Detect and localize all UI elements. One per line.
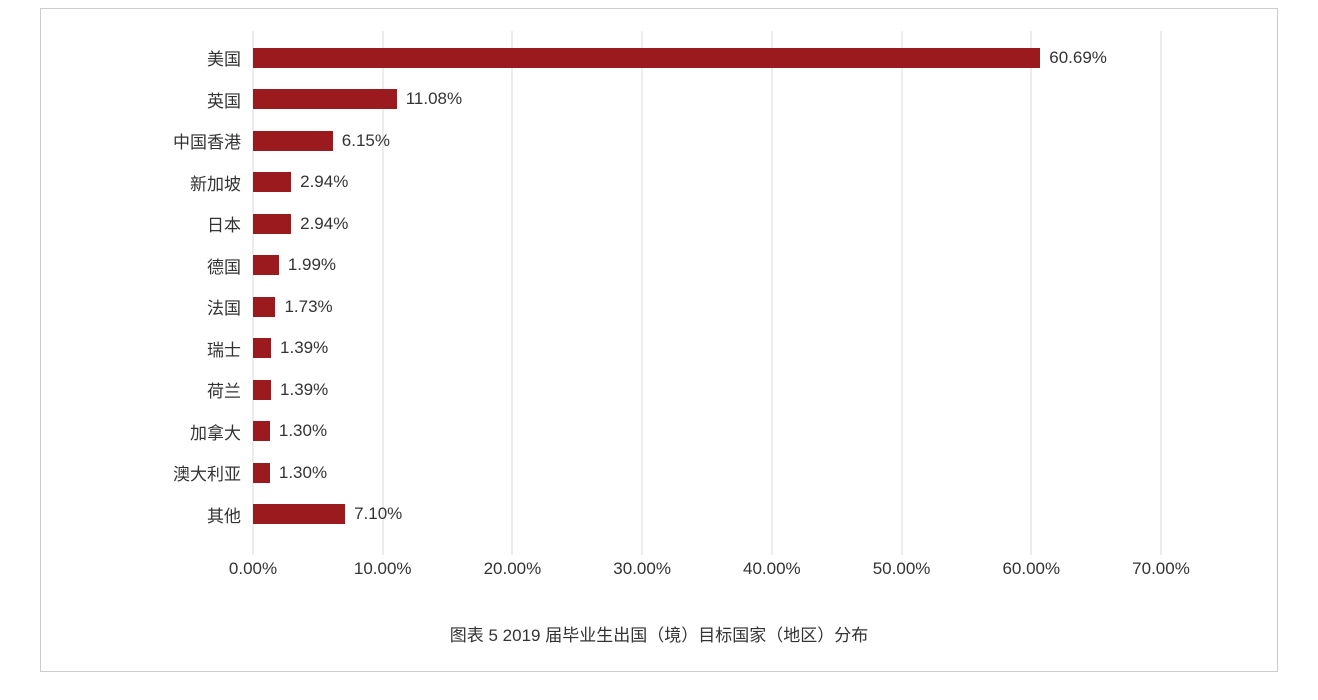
bar-value-label: 1.30% — [278, 421, 328, 441]
x-tick-label: 60.00% — [1002, 559, 1061, 578]
bar-value-label: 2.94% — [300, 213, 349, 233]
bar-row: 2.94% — [253, 203, 1161, 245]
category-label: 英国 — [207, 91, 241, 111]
category-label: 瑞士 — [207, 340, 241, 360]
bar — [253, 379, 272, 400]
category-label: 澳大利亚 — [173, 465, 241, 485]
x-tick-label: 20.00% — [483, 559, 542, 578]
x-tick-label: 50.00% — [872, 559, 931, 578]
category-label: 法国 — [207, 299, 241, 319]
category-axis: 美国英国中国香港新加坡日本德国法国瑞士荷兰加拿大澳大利亚其他 — [41, 37, 253, 535]
bar — [253, 89, 397, 110]
x-tick-label: 0.00% — [228, 559, 278, 578]
x-tick-label: 40.00% — [743, 559, 801, 578]
x-axis: 0.00% 10.00% 20.00% 30.00% 40.00% 50.00% 60.00… — [229, 535, 1190, 581]
chart-frame: 美国英国中国香港新加坡日本德国法国瑞士荷兰加拿大澳大利亚其他 60.69% 11.… — [40, 8, 1278, 672]
plot-area: 美国英国中国香港新加坡日本德国法国瑞士荷兰加拿大澳大利亚其他 60.69% 11.… — [41, 31, 1277, 555]
bar — [253, 338, 272, 359]
bar-value-label: 1.99% — [287, 255, 337, 275]
bar — [253, 172, 292, 193]
bar-row: 60.69% — [253, 37, 1161, 79]
bar — [253, 213, 292, 234]
bar-value-label: 11.08% — [405, 89, 463, 109]
bar — [253, 255, 279, 276]
bar — [253, 47, 1041, 68]
bar-chart: 美国英国中国香港新加坡日本德国法国瑞士荷兰加拿大澳大利亚其他 60.69% 11.… — [41, 31, 1277, 646]
bar-row: 1.73% — [253, 286, 1161, 328]
category-label: 其他 — [207, 506, 241, 526]
bar-row: 1.30% — [253, 452, 1161, 494]
bar-row: 7.10% — [253, 494, 1161, 536]
bar-value-label: 1.39% — [280, 338, 329, 358]
category-label: 日本 — [207, 216, 241, 236]
category-label: 新加坡 — [190, 174, 241, 194]
x-tick-label: 30.00% — [613, 559, 671, 578]
x-tick-label: 10.00% — [353, 559, 412, 578]
bars-region: 60.69% 11.08% 6.15% 2.94% 2.94% 1.99% 1.73% 1.3… — [252, 31, 1162, 555]
bar — [253, 296, 276, 317]
bar — [253, 421, 270, 442]
bar-row: 11.08% — [253, 79, 1161, 121]
bar-value-label: 1.73% — [284, 296, 333, 316]
bar-row: 6.15% — [253, 120, 1161, 162]
chart-caption: 图表 5 2019 届毕业生出国（境）目标国家（地区）分布 — [449, 626, 869, 645]
bar-row: 1.30% — [253, 411, 1161, 453]
bar — [253, 130, 333, 151]
bar-rows: 60.69% 11.08% 6.15% 2.94% 2.94% 1.99% 1.73% 1.3… — [253, 37, 1161, 535]
bar-value-label: 1.30% — [278, 462, 328, 482]
category-label: 美国 — [207, 50, 241, 70]
category-label: 加拿大 — [190, 423, 241, 443]
bar — [253, 462, 270, 483]
bar-row: 1.39% — [253, 328, 1161, 370]
bar-value-label: 6.15% — [341, 130, 390, 150]
category-label: 中国香港 — [173, 133, 241, 153]
bar — [253, 504, 346, 525]
bar-value-label: 1.39% — [280, 379, 329, 399]
bar-row: 1.39% — [253, 369, 1161, 411]
bar-value-label: 7.10% — [354, 504, 403, 524]
bar-value-label: 2.94% — [300, 172, 349, 192]
category-label: 德国 — [207, 257, 241, 277]
x-tick-label: 70.00% — [1132, 559, 1190, 578]
category-label: 荷兰 — [207, 382, 241, 402]
bar-row: 1.99% — [253, 245, 1161, 287]
bar-value-label: 60.69% — [1049, 47, 1107, 67]
bar-row: 2.94% — [253, 162, 1161, 204]
